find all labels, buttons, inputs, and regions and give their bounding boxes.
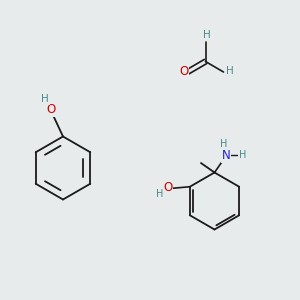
Text: N: N xyxy=(222,149,231,162)
Text: O: O xyxy=(163,181,172,194)
Text: H: H xyxy=(202,30,210,40)
Text: H: H xyxy=(226,66,234,76)
Text: O: O xyxy=(46,103,56,116)
Text: H: H xyxy=(156,189,164,199)
Text: H: H xyxy=(220,139,227,149)
Text: H: H xyxy=(238,150,246,160)
Text: O: O xyxy=(179,64,188,78)
Text: H: H xyxy=(41,94,49,104)
